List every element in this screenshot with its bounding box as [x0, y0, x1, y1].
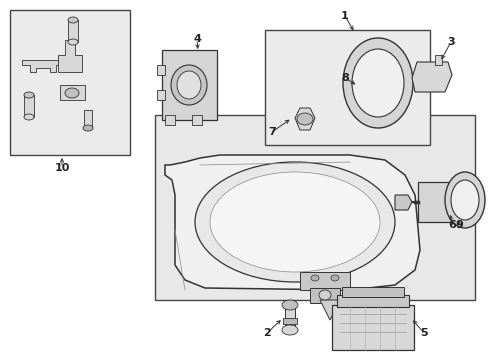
Text: 9: 9: [454, 220, 462, 230]
Text: 5: 5: [419, 328, 427, 338]
Ellipse shape: [450, 180, 478, 220]
Ellipse shape: [310, 275, 318, 281]
Bar: [309, 288, 339, 303]
Ellipse shape: [282, 325, 297, 335]
Bar: [164, 115, 175, 125]
Text: 8: 8: [341, 73, 348, 83]
Ellipse shape: [65, 88, 79, 98]
Ellipse shape: [318, 290, 330, 300]
Bar: [157, 90, 164, 100]
Polygon shape: [58, 40, 82, 72]
Text: 1: 1: [341, 11, 348, 21]
Ellipse shape: [24, 114, 34, 120]
Bar: [283, 318, 296, 324]
Ellipse shape: [68, 17, 78, 23]
Bar: [299, 272, 349, 290]
Bar: [157, 65, 164, 75]
Ellipse shape: [68, 39, 78, 45]
Polygon shape: [22, 60, 64, 72]
Text: 7: 7: [267, 127, 275, 137]
Bar: [155, 115, 474, 300]
Text: 4: 4: [193, 34, 201, 44]
Ellipse shape: [330, 275, 338, 281]
Ellipse shape: [209, 172, 379, 272]
Bar: [285, 305, 294, 330]
Ellipse shape: [171, 65, 206, 105]
Bar: [24, 95, 34, 117]
Text: 2: 2: [263, 328, 270, 338]
Ellipse shape: [24, 92, 34, 98]
Bar: [68, 20, 78, 42]
Bar: [336, 295, 408, 307]
Ellipse shape: [351, 49, 403, 117]
Bar: [162, 50, 217, 120]
Polygon shape: [164, 155, 419, 290]
Text: 6: 6: [447, 220, 455, 230]
Ellipse shape: [282, 300, 297, 310]
Bar: [10, 10, 130, 155]
Ellipse shape: [177, 71, 201, 99]
Polygon shape: [319, 300, 339, 320]
Ellipse shape: [195, 162, 394, 282]
Ellipse shape: [296, 113, 312, 125]
Bar: [331, 305, 413, 350]
Polygon shape: [411, 62, 451, 92]
Polygon shape: [394, 195, 411, 210]
Ellipse shape: [444, 172, 484, 228]
Ellipse shape: [342, 38, 412, 128]
Bar: [417, 182, 455, 222]
Text: 3: 3: [446, 37, 454, 47]
Bar: [192, 115, 202, 125]
Bar: [341, 287, 403, 297]
Bar: [264, 30, 429, 145]
Bar: [84, 110, 92, 128]
Ellipse shape: [83, 125, 93, 131]
Polygon shape: [434, 55, 441, 65]
Text: 10: 10: [54, 163, 70, 173]
Polygon shape: [294, 108, 314, 130]
Polygon shape: [60, 85, 85, 100]
